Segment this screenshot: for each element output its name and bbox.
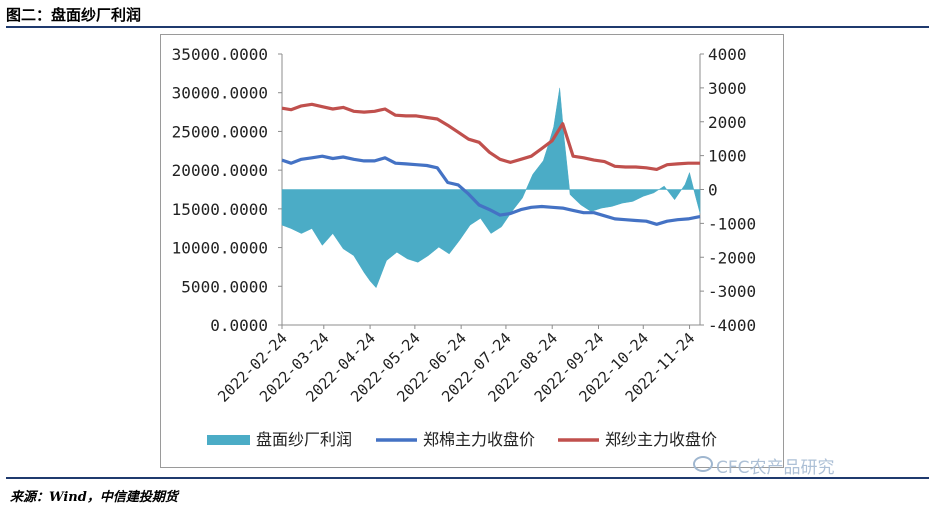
legend-label-yarn: 郑纱主力收盘价 [605, 430, 717, 449]
left-tick-label: 35000.0000 [172, 45, 268, 64]
right-tick-label: 3000 [708, 79, 747, 98]
profit-area-series [281, 87, 701, 289]
page-title: 图二：盘面纱厂利润 [6, 6, 142, 24]
cotton-price-line [281, 154, 701, 226]
left-tick-label: 0.0000 [210, 316, 268, 335]
right-tick-label: -2000 [708, 248, 756, 267]
bottom-divider [6, 477, 929, 479]
chart-frame: 0.0000 5000.0000 10000.0000 15000.0000 20000… [160, 34, 784, 468]
right-tick-label: 4000 [708, 45, 747, 64]
right-tick-label: -1000 [708, 214, 756, 233]
legend-swatch-profit [207, 435, 250, 445]
yarn-price-line [281, 102, 700, 171]
legend-label-profit: 盘面纱厂利润 [256, 430, 352, 449]
left-tick-label: 25000.0000 [172, 122, 268, 141]
right-tick-label: 1000 [708, 147, 747, 166]
wechat-icon [693, 456, 713, 472]
right-tick-label: -3000 [708, 282, 756, 301]
left-tick-label: 15000.0000 [172, 200, 268, 219]
chart-svg: 0.00005000.000010000.000015000.000020000… [172, 45, 757, 449]
left-tick-label: 5000.0000 [181, 277, 268, 296]
watermark: CFC农产品研究 [716, 458, 835, 478]
right-tick-label: 2000 [708, 113, 747, 132]
right-tick-label: -4000 [708, 316, 756, 335]
left-tick-label: 20000.0000 [172, 161, 268, 180]
right-tick-label: 0 [708, 181, 718, 200]
top-divider [6, 26, 929, 28]
left-tick-label: 10000.0000 [172, 239, 268, 258]
left-tick-label: 30000.0000 [172, 84, 268, 103]
source-note: 来源：Wind，中信建投期货 [10, 490, 178, 505]
legend-label-cotton: 郑棉主力收盘价 [423, 430, 535, 449]
